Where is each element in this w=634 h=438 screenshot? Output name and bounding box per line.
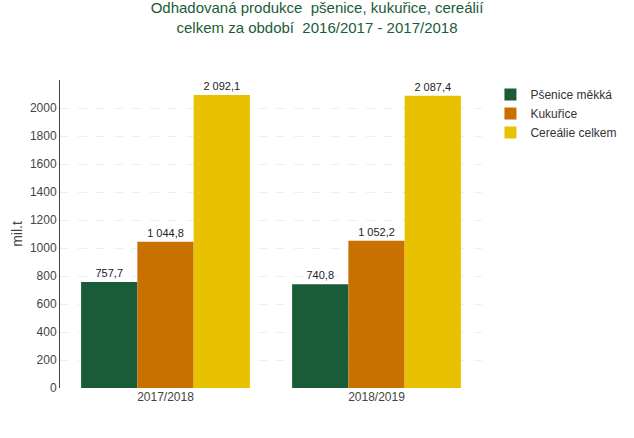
svg-text:2 092,1: 2 092,1 [203,80,240,92]
svg-text:757,7: 757,7 [95,267,123,279]
svg-text:mil.t: mil.t [9,221,25,247]
svg-text:1 044,8: 1 044,8 [147,227,184,239]
svg-text:800: 800 [37,269,57,283]
svg-text:2000: 2000 [30,101,57,115]
svg-text:600: 600 [37,297,57,311]
svg-text:1000: 1000 [30,241,57,255]
svg-text:1800: 1800 [30,129,57,143]
svg-text:Pšenice měkká: Pšenice měkká [530,88,612,102]
svg-text:1400: 1400 [30,185,57,199]
svg-text:1600: 1600 [30,157,57,171]
svg-text:1200: 1200 [30,213,57,227]
svg-text:200: 200 [37,353,57,367]
svg-text:Cereálie celkem: Cereálie celkem [530,126,616,140]
svg-text:1 052,2: 1 052,2 [358,226,395,238]
svg-text:740,8: 740,8 [306,269,334,281]
svg-text:400: 400 [37,325,57,339]
svg-text:2 087,4: 2 087,4 [414,81,451,93]
svg-text:2017/2018: 2017/2018 [137,390,194,404]
svg-text:2018/2019: 2018/2019 [348,390,405,404]
svg-text:Odhadovaná produkce pšenice,: Odhadovaná produkce pšenice, kukuřice, c… [151,0,485,36]
svg-text:Kukuřice: Kukuřice [530,107,577,121]
svg-text:0: 0 [50,381,57,395]
